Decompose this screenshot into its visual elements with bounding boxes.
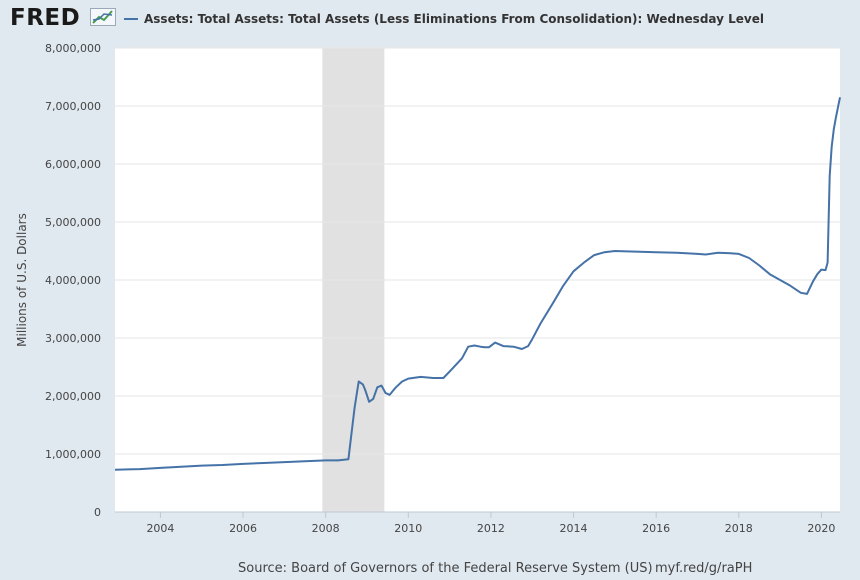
data-point[interactable] — [831, 127, 836, 132]
chart-header: FRED Assets: Total Assets: Total Assets … — [0, 0, 860, 40]
short-link[interactable]: myf.red/g/raPH — [655, 561, 753, 576]
data-point[interactable] — [441, 376, 446, 381]
data-point[interactable] — [220, 463, 225, 468]
data-point[interactable] — [199, 463, 204, 468]
data-point[interactable] — [511, 344, 516, 349]
data-point[interactable] — [798, 290, 803, 295]
data-point[interactable] — [363, 388, 368, 393]
data-point[interactable] — [833, 115, 838, 120]
data-point[interactable] — [466, 344, 471, 349]
data-point[interactable] — [393, 385, 398, 390]
data-point[interactable] — [778, 278, 783, 283]
data-point[interactable] — [612, 249, 617, 254]
data-point[interactable] — [158, 465, 163, 470]
legend-label: Assets: Total Assets: Total Assets (Less… — [144, 12, 764, 26]
y-tick-label: 3,000,000 — [45, 332, 101, 345]
x-tick-label: 2004 — [146, 522, 174, 535]
data-point[interactable] — [460, 356, 465, 361]
data-point[interactable] — [241, 461, 246, 466]
x-tick-label: 2016 — [642, 522, 670, 535]
y-tick-label: 4,000,000 — [45, 274, 101, 287]
data-point[interactable] — [346, 457, 351, 462]
data-point[interactable] — [561, 283, 566, 288]
data-point[interactable] — [387, 392, 392, 397]
y-tick-label: 1,000,000 — [45, 448, 101, 461]
x-tick-label: 2020 — [807, 522, 835, 535]
data-point[interactable] — [838, 95, 843, 100]
data-point[interactable] — [538, 321, 543, 326]
data-point[interactable] — [400, 379, 405, 384]
fred-graph-icon — [90, 8, 116, 26]
legend[interactable]: Assets: Total Assets: Total Assets (Less… — [124, 11, 764, 27]
data-point[interactable] — [811, 279, 816, 284]
data-point[interactable] — [526, 344, 531, 349]
data-point[interactable] — [352, 405, 357, 410]
data-point[interactable] — [747, 255, 752, 260]
data-point[interactable] — [823, 268, 828, 273]
data-point[interactable] — [550, 301, 555, 306]
data-point[interactable] — [360, 382, 365, 387]
data-point[interactable] — [829, 144, 834, 149]
data-point[interactable] — [367, 399, 372, 404]
data-point[interactable] — [356, 379, 361, 384]
x-tick-label: 2012 — [477, 522, 505, 535]
data-point[interactable] — [336, 458, 341, 463]
data-point[interactable] — [519, 347, 524, 352]
data-point[interactable] — [654, 250, 659, 255]
data-point[interactable] — [728, 251, 733, 256]
data-point[interactable] — [602, 250, 607, 255]
data-point[interactable] — [633, 249, 638, 254]
data-point[interactable] — [486, 345, 491, 350]
data-point[interactable] — [113, 467, 118, 472]
y-tick-label: 2,000,000 — [45, 390, 101, 403]
fred-logo[interactable]: FRED — [10, 5, 81, 31]
data-point[interactable] — [530, 337, 535, 342]
data-point[interactable] — [716, 250, 721, 255]
y-tick-label: 0 — [94, 506, 101, 519]
data-point[interactable] — [827, 173, 832, 178]
x-tick-label: 2006 — [229, 522, 257, 535]
data-point[interactable] — [379, 383, 384, 388]
x-tick-label: 2014 — [560, 522, 588, 535]
data-point[interactable] — [431, 376, 436, 381]
data-point[interactable] — [815, 272, 820, 277]
data-point[interactable] — [703, 252, 708, 257]
data-point[interactable] — [825, 260, 830, 265]
source-text: Source: Board of Governors of the Federa… — [238, 561, 653, 576]
y-tick-label: 6,000,000 — [45, 158, 101, 171]
data-point[interactable] — [261, 460, 266, 465]
data-point[interactable] — [282, 460, 287, 465]
data-point[interactable] — [788, 283, 793, 288]
data-point[interactable] — [447, 369, 452, 374]
series-line[interactable] — [114, 97, 841, 471]
data-point[interactable] — [767, 272, 772, 277]
data-point[interactable] — [418, 374, 423, 379]
data-point[interactable] — [323, 458, 328, 463]
data-point[interactable] — [674, 250, 679, 255]
data-point[interactable] — [804, 291, 809, 296]
data-point[interactable] — [695, 251, 700, 256]
x-tick-label: 2018 — [725, 522, 753, 535]
data-point[interactable] — [592, 253, 597, 258]
y-tick-label: 5,000,000 — [45, 216, 101, 229]
data-point[interactable] — [406, 376, 411, 381]
data-point[interactable] — [371, 396, 376, 401]
y-tick-label: 8,000,000 — [45, 42, 101, 55]
data-point[interactable] — [303, 459, 308, 464]
y-tick-label: 7,000,000 — [45, 100, 101, 113]
data-point[interactable] — [179, 464, 184, 469]
data-point[interactable] — [757, 263, 762, 268]
data-point[interactable] — [581, 260, 586, 265]
data-point[interactable] — [472, 343, 477, 348]
data-point[interactable] — [137, 467, 142, 472]
x-tick-label: 2008 — [312, 522, 340, 535]
data-point[interactable] — [493, 340, 498, 345]
data-point[interactable] — [571, 269, 576, 274]
data-point[interactable] — [736, 251, 741, 256]
legend-line-swatch — [124, 18, 138, 20]
data-point[interactable] — [501, 344, 506, 349]
x-tick-label: 2010 — [394, 522, 422, 535]
